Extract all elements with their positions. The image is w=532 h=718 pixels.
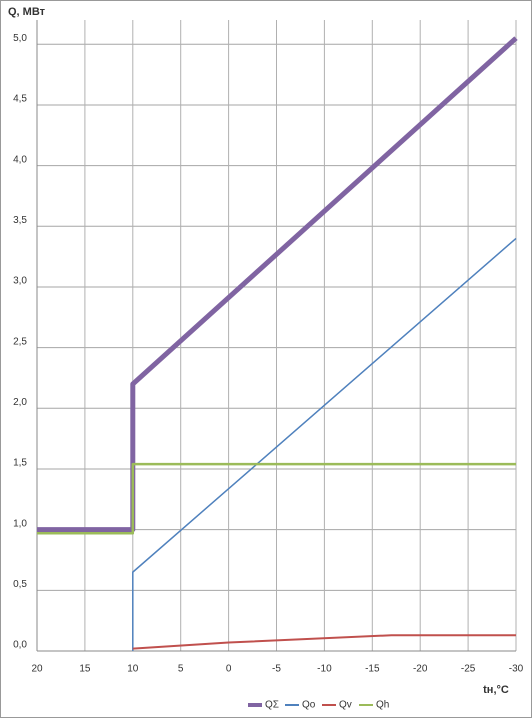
y-tick-label: 3,5 <box>13 215 27 226</box>
y-tick-label: 4,0 <box>13 154 27 165</box>
x-tick-label: -10 <box>317 664 332 675</box>
legend-label: QΣ <box>265 700 279 711</box>
y-tick-label: 5,0 <box>13 33 27 44</box>
x-tick-label: -20 <box>413 664 428 675</box>
legend-label: Qv <box>339 700 352 711</box>
legend-label: Qo <box>302 700 316 711</box>
x-tick-label: -15 <box>365 664 380 675</box>
y-axis-label: Q, МВт <box>8 6 46 18</box>
y-tick-label: 0,0 <box>13 640 27 651</box>
y-tick-label: 1,5 <box>13 458 27 469</box>
x-axis-label: tн,°C <box>483 684 509 696</box>
x-tick-label: -25 <box>461 664 476 675</box>
y-tick-label: 0,5 <box>13 579 27 590</box>
x-tick-label: 5 <box>178 664 184 675</box>
x-tick-label: 20 <box>31 664 43 675</box>
y-tick-label: 2,5 <box>13 336 27 347</box>
x-tick-label: 0 <box>226 664 232 675</box>
series-line <box>132 634 516 650</box>
y-tick-label: 3,0 <box>13 276 27 287</box>
series-line <box>132 237 517 651</box>
y-tick-label: 2,0 <box>13 397 27 408</box>
x-tick-label: -30 <box>509 664 524 675</box>
series-line <box>37 462 516 535</box>
x-tick-label: 10 <box>127 664 139 675</box>
y-tick-label: 4,5 <box>13 94 27 105</box>
series-line <box>37 36 518 533</box>
x-tick-label: 15 <box>79 664 91 675</box>
legend-label: Qh <box>376 700 389 711</box>
y-tick-label: 1,0 <box>13 518 27 529</box>
x-tick-label: -5 <box>272 664 281 675</box>
